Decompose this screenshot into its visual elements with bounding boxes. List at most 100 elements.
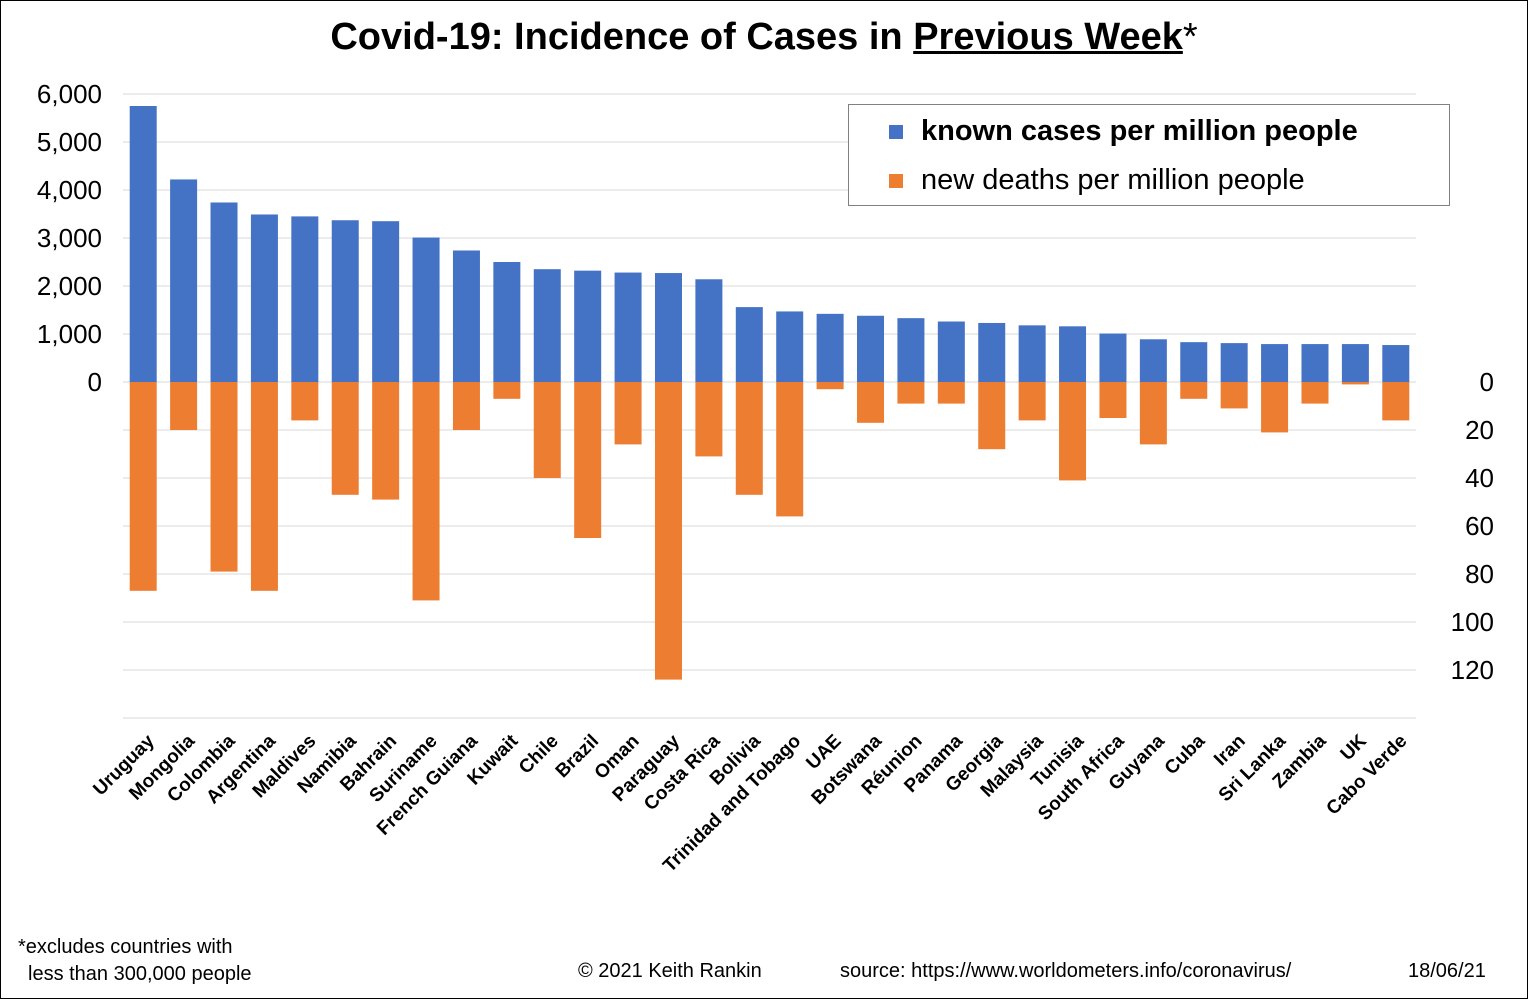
legend: known cases per million people new death…	[848, 104, 1450, 206]
cases-bar	[250, 214, 278, 382]
cases-bar	[695, 279, 723, 382]
cases-bar	[574, 270, 602, 382]
cases-bar	[372, 221, 400, 382]
deaths-bar	[1180, 382, 1208, 399]
title-prefix: Covid-19: Incidence of Cases in	[330, 16, 914, 58]
cases-bar	[735, 307, 763, 382]
credits-source: source: https://www.worldometers.info/co…	[840, 960, 1292, 982]
deaths-bar	[1018, 382, 1046, 421]
legend-item-deaths: new deaths per million people	[889, 164, 1305, 197]
left-tick-label: 5,000	[37, 127, 102, 157]
legend-swatch-cases	[889, 124, 903, 139]
deaths-bar	[412, 382, 440, 601]
legend-label-cases: known cases per million people	[921, 115, 1358, 147]
cases-bar	[937, 321, 965, 382]
cases-bar	[776, 311, 804, 382]
cases-bar	[331, 220, 359, 382]
deaths-bar	[1099, 382, 1127, 418]
cases-bar	[1059, 326, 1087, 382]
deaths-bar	[493, 382, 521, 399]
deaths-bar	[1301, 382, 1329, 404]
credits-copyright: © 2021 Keith Rankin	[578, 960, 762, 982]
right-tick-label: 0	[1480, 367, 1494, 397]
right-tick-label: 20	[1465, 415, 1494, 445]
deaths-bar	[776, 382, 804, 517]
cases-bar	[452, 250, 480, 382]
deaths-bar	[735, 382, 763, 495]
right-tick-label: 120	[1451, 655, 1494, 685]
deaths-bar	[937, 382, 965, 404]
left-tick-label: 1,000	[37, 319, 102, 349]
deaths-bar	[1261, 382, 1289, 433]
left-tick-label: 2,000	[37, 271, 102, 301]
cases-bar	[533, 269, 561, 382]
cases-bar	[412, 237, 440, 382]
cases-bar	[1341, 344, 1369, 382]
deaths-bar	[170, 382, 198, 430]
deaths-bar	[250, 382, 278, 591]
deaths-bar	[1341, 382, 1369, 385]
cases-bar	[816, 313, 844, 382]
cases-bar	[1139, 339, 1167, 382]
title-emphasis: Previous Week	[913, 16, 1183, 58]
right-tick-label: 40	[1465, 463, 1494, 493]
deaths-bar	[452, 382, 480, 430]
cases-bar	[1220, 343, 1248, 382]
cases-bar	[170, 179, 198, 382]
category-labels: UruguayMongoliaColombiaArgentinaMaldives…	[89, 730, 1411, 876]
cases-bar	[978, 322, 1006, 382]
title-suffix: *	[1182, 16, 1198, 58]
cases-bar	[654, 273, 682, 382]
deaths-bar	[372, 382, 400, 500]
legend-swatch-deaths	[889, 173, 903, 188]
deaths-bar	[129, 382, 157, 591]
deaths-bar	[291, 382, 319, 421]
deaths-bar	[897, 382, 925, 404]
right-tick-label: 80	[1465, 559, 1494, 589]
right-tick-label: 100	[1451, 607, 1494, 637]
footnote-line2: less than 300,000 people	[28, 963, 252, 985]
deaths-bar	[654, 382, 682, 680]
deaths-bar	[533, 382, 561, 478]
category-label: Cuba	[1161, 730, 1210, 779]
credits-date: 18/06/21	[1408, 960, 1486, 982]
deaths-bar	[1139, 382, 1167, 445]
deaths-bar	[1059, 382, 1087, 481]
cases-bar	[1261, 344, 1289, 382]
deaths-bar	[614, 382, 642, 445]
deaths-bar	[331, 382, 359, 495]
cases-bar	[1099, 333, 1127, 382]
deaths-bar	[978, 382, 1006, 450]
left-tick-label: 4,000	[37, 175, 102, 205]
right-axis-ticks: 0 20 40 60 80 100 120	[1451, 367, 1494, 685]
deaths-bar	[1220, 382, 1248, 409]
deaths-bar	[1382, 382, 1410, 421]
left-tick-label: 3,000	[37, 223, 102, 253]
cases-bar	[210, 202, 238, 382]
cases-bar	[897, 318, 925, 382]
left-tick-label: 0	[88, 367, 102, 397]
deaths-bar	[574, 382, 602, 538]
cases-bar	[1382, 345, 1410, 382]
cases-bar	[1018, 325, 1046, 382]
deaths-bar	[210, 382, 238, 572]
footnote: *excludes countries with less than 300,0…	[18, 934, 252, 988]
right-tick-label: 60	[1465, 511, 1494, 541]
footnote-line1: *excludes countries with	[18, 936, 233, 958]
cases-bar	[493, 262, 521, 382]
deaths-bar	[695, 382, 723, 457]
cases-bar	[291, 216, 319, 382]
deaths-bar	[857, 382, 885, 423]
legend-item-cases: known cases per million people	[889, 115, 1358, 148]
cases-bar	[614, 272, 642, 382]
cases-bar	[1301, 344, 1329, 382]
legend-label-deaths: new deaths per million people	[921, 164, 1305, 196]
cases-bar	[857, 315, 885, 382]
cases-bar	[1180, 342, 1208, 382]
cases-bar	[129, 106, 157, 382]
deaths-bar	[816, 382, 844, 390]
chart-title: Covid-19: Incidence of Cases in Previous…	[0, 16, 1528, 59]
bars	[129, 106, 1410, 680]
left-tick-label: 6,000	[37, 79, 102, 109]
